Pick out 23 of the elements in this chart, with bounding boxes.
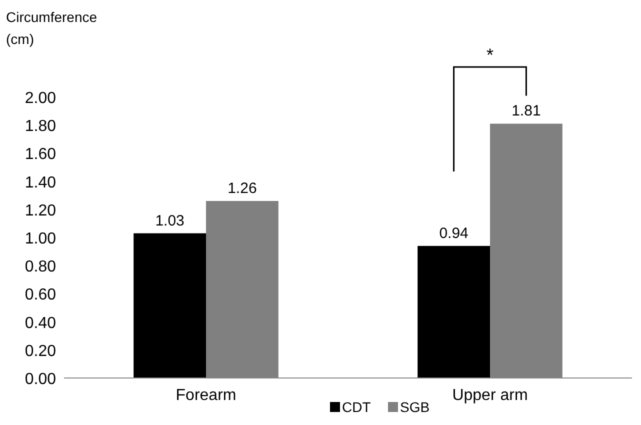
y-tick-label: 0.60	[24, 286, 56, 304]
y-axis-title: Circumference (cm)	[6, 9, 98, 47]
y-tick-label: 1.80	[24, 118, 56, 136]
y-tick-label: 1.20	[24, 202, 56, 220]
y-tick-label: 1.40	[24, 174, 56, 192]
y-tick-label: 0.80	[24, 258, 56, 276]
y-tick-label: 0.20	[24, 342, 56, 360]
data-label: 1.03	[155, 212, 184, 230]
data-label: 0.94	[439, 224, 468, 242]
y-tick-label: 0.00	[24, 371, 56, 388]
data-label: 1.26	[228, 180, 257, 197]
y-tick-label: 0.40	[24, 314, 56, 332]
data-label: 1.81	[512, 102, 541, 120]
x-tick-label: Forearm	[176, 387, 236, 404]
y-tick-label: 1.00	[24, 230, 56, 248]
y-tick-label: 2.00	[24, 90, 56, 107]
y-tick-label: 1.60	[24, 146, 56, 164]
text: *	[486, 45, 494, 65]
legend-label: SGB	[400, 399, 430, 415]
bar	[134, 233, 206, 378]
bar	[418, 246, 490, 378]
legend-label: CDT	[342, 399, 372, 415]
x-tick-label: Upper arm	[452, 387, 528, 404]
